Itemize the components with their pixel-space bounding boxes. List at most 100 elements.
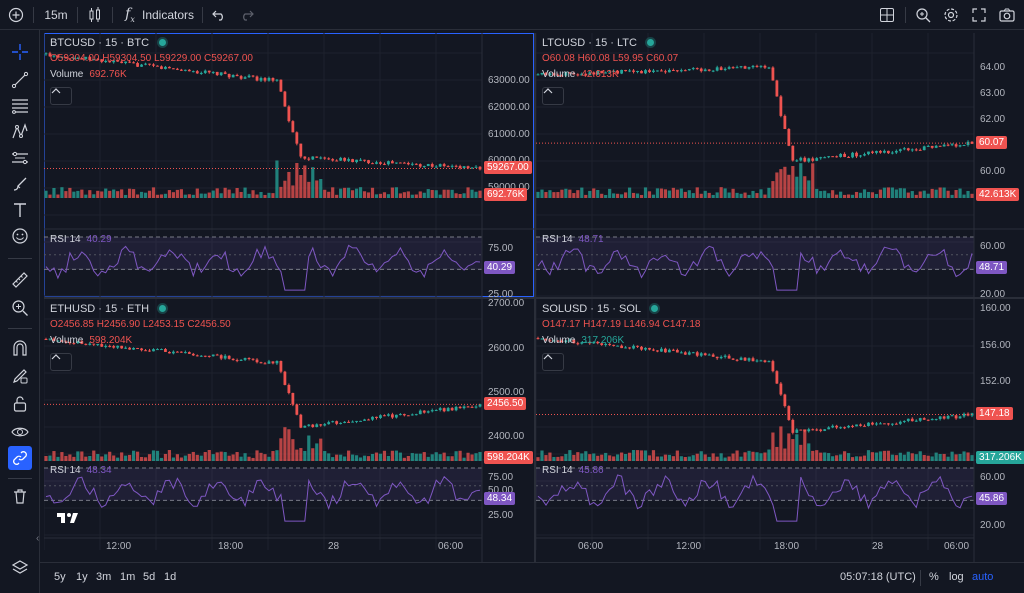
object-tree-icon[interactable] [8, 556, 32, 580]
symbol-title[interactable]: ETHUSD · 15 · ETH [50, 303, 150, 315]
volume-bar [155, 450, 160, 461]
volume-bar [227, 455, 231, 461]
candle [387, 160, 390, 166]
magnet-icon[interactable] [8, 336, 32, 360]
trend-line-icon[interactable] [8, 68, 32, 92]
camera-icon[interactable] [996, 0, 1018, 30]
fullscreen-icon[interactable] [968, 0, 990, 30]
lock-icon[interactable] [8, 392, 32, 416]
stay-drawing-icon[interactable] [8, 364, 32, 388]
zoom-in-icon[interactable] [8, 296, 32, 320]
candle [596, 341, 600, 345]
ohlc-values: O2456.85 H2456.90 L2453.15 C2456.50 [50, 319, 231, 330]
volume-bar [211, 454, 215, 461]
candle [823, 428, 827, 432]
indicators-icon[interactable]: fx [125, 6, 135, 24]
candle [458, 164, 462, 170]
projection-icon[interactable] [8, 146, 32, 170]
range-1d[interactable]: 1d [164, 571, 177, 583]
candle [172, 350, 175, 355]
candle [604, 342, 608, 347]
volume-bar [271, 193, 275, 198]
symbol-legend[interactable]: LTCUSD · 15 · LTC [542, 37, 654, 49]
utc-clock[interactable]: 05:07:18 (UTC) [840, 571, 916, 583]
candle [195, 70, 199, 74]
rsi-value-tag: 45.86 [976, 492, 1008, 506]
redo-icon[interactable] [238, 0, 256, 30]
symbol-legend[interactable]: BTCUSD · 15 · BTC [50, 37, 167, 49]
chart-pane-btc[interactable]: BTCUSD · 15 · BTC O59304.00 H59304.50 L59… [44, 33, 534, 297]
undo-icon[interactable] [210, 0, 228, 30]
symbol-legend[interactable]: SOLUSD · 15 · SOL [542, 303, 659, 315]
candle [271, 77, 275, 83]
candle [140, 347, 143, 352]
interval-button[interactable]: 15m [44, 8, 68, 22]
percent-toggle[interactable]: % [929, 571, 939, 583]
volume-bar [267, 192, 271, 198]
symbol-title[interactable]: SOLUSD · 15 · SOL [542, 303, 642, 315]
layout-grid-icon[interactable] [876, 0, 898, 30]
candle [628, 347, 631, 350]
chart-pane-sol[interactable]: SOLUSD · 15 · SOL O147.17 H147.19 L146.94… [536, 299, 1024, 562]
volume-bar [950, 194, 954, 198]
ruler-icon[interactable] [8, 268, 32, 292]
chart-pane-ltc[interactable]: LTCUSD · 15 · LTC O60.08 H60.08 L59.95 C6… [536, 33, 1024, 297]
collapse-toolbar-chevron[interactable]: ‹ [36, 533, 40, 544]
auto-toggle[interactable]: auto [972, 571, 994, 583]
text-tool-icon[interactable] [8, 198, 32, 222]
collapse-legend-button[interactable] [542, 353, 564, 371]
candle [88, 56, 92, 62]
settings-gear-icon[interactable] [940, 0, 962, 30]
range-1m[interactable]: 1m [120, 571, 136, 583]
candles-icon[interactable] [84, 0, 106, 30]
volume-bar [339, 454, 343, 461]
volume-bar [842, 451, 847, 461]
volume-bar [890, 454, 894, 461]
candle [863, 152, 866, 157]
symbol-title[interactable]: BTCUSD · 15 · BTC [50, 37, 150, 49]
volume-bar [366, 456, 371, 461]
add-symbol-icon[interactable] [4, 0, 28, 30]
volume-bar [596, 455, 600, 461]
collapse-legend-button[interactable] [50, 353, 72, 371]
volume-bar [608, 188, 612, 198]
brush-icon[interactable] [8, 172, 32, 196]
trash-icon[interactable] [8, 484, 32, 508]
pattern-icon[interactable] [8, 120, 32, 144]
candle [731, 358, 735, 361]
fib-retracement-icon[interactable] [8, 94, 32, 118]
volume-bar [687, 190, 691, 198]
symbol-title[interactable]: LTCUSD · 15 · LTC [542, 37, 637, 49]
log-toggle[interactable]: log [949, 571, 964, 583]
collapse-legend-button[interactable] [50, 87, 72, 105]
chart-pane-eth[interactable]: ETHUSD · 15 · ETH O2456.85 H2456.90 L2453… [44, 299, 534, 562]
range-1y[interactable]: 1y [76, 571, 88, 583]
crosshair-icon[interactable] [8, 40, 32, 64]
link-sync-icon[interactable] [8, 446, 32, 470]
range-3m[interactable]: 3m [96, 571, 112, 583]
emoji-icon[interactable] [8, 224, 32, 248]
volume-bar [354, 455, 359, 461]
volume-bar [279, 186, 283, 198]
eye-icon[interactable] [8, 420, 32, 444]
range-5d[interactable]: 5d [143, 571, 156, 583]
candle [628, 68, 631, 73]
volume-bar [52, 188, 56, 198]
indicators-button[interactable]: Indicators [141, 8, 195, 22]
quick-search-icon[interactable] [912, 0, 934, 30]
top-toolbar: 15m fx Indicators [0, 0, 1024, 30]
candle [414, 163, 418, 166]
candle [584, 73, 588, 77]
collapse-legend-button[interactable] [542, 87, 564, 105]
candle [219, 354, 223, 361]
candle [402, 161, 406, 164]
candle [466, 405, 470, 408]
candle [359, 158, 362, 162]
volume-bar [56, 194, 60, 198]
candle [144, 349, 147, 352]
range-5y[interactable]: 5y [54, 571, 66, 583]
symbol-legend[interactable]: ETHUSD · 15 · ETH [50, 303, 167, 315]
pane-divider[interactable] [44, 297, 1024, 299]
rsi-line [537, 245, 973, 291]
rsi-legend: RSI 14 40.29 [50, 234, 112, 245]
